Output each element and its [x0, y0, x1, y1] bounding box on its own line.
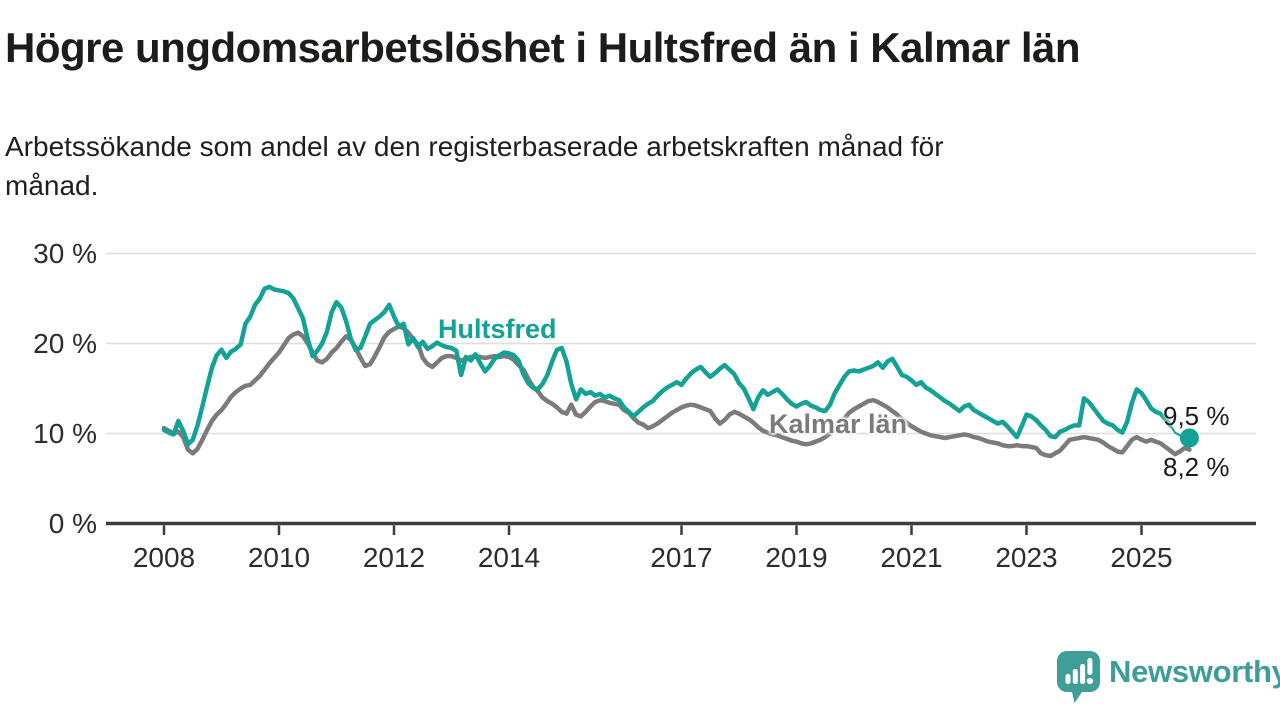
subtitle-line-1: Arbetssökande som andel av den registerb… — [5, 131, 944, 162]
subtitle-line-2: månad. — [5, 170, 99, 201]
page-title: Högre ungdomsarbetslöshet i Hultsfred än… — [5, 24, 1081, 71]
newsworthy-logo-icon — [1057, 651, 1100, 710]
series-line-kalmar-län — [161, 324, 1192, 459]
chart-subtitle: Arbetssökande som andel av den registerb… — [5, 127, 1215, 205]
newsworthy-logo: Newsworthy — [1057, 651, 1280, 710]
series-line-hultsfred — [161, 284, 1173, 447]
latest-value-dot — [1179, 428, 1199, 448]
newsworthy-logo-text: Newsworthy — [1109, 654, 1280, 689]
